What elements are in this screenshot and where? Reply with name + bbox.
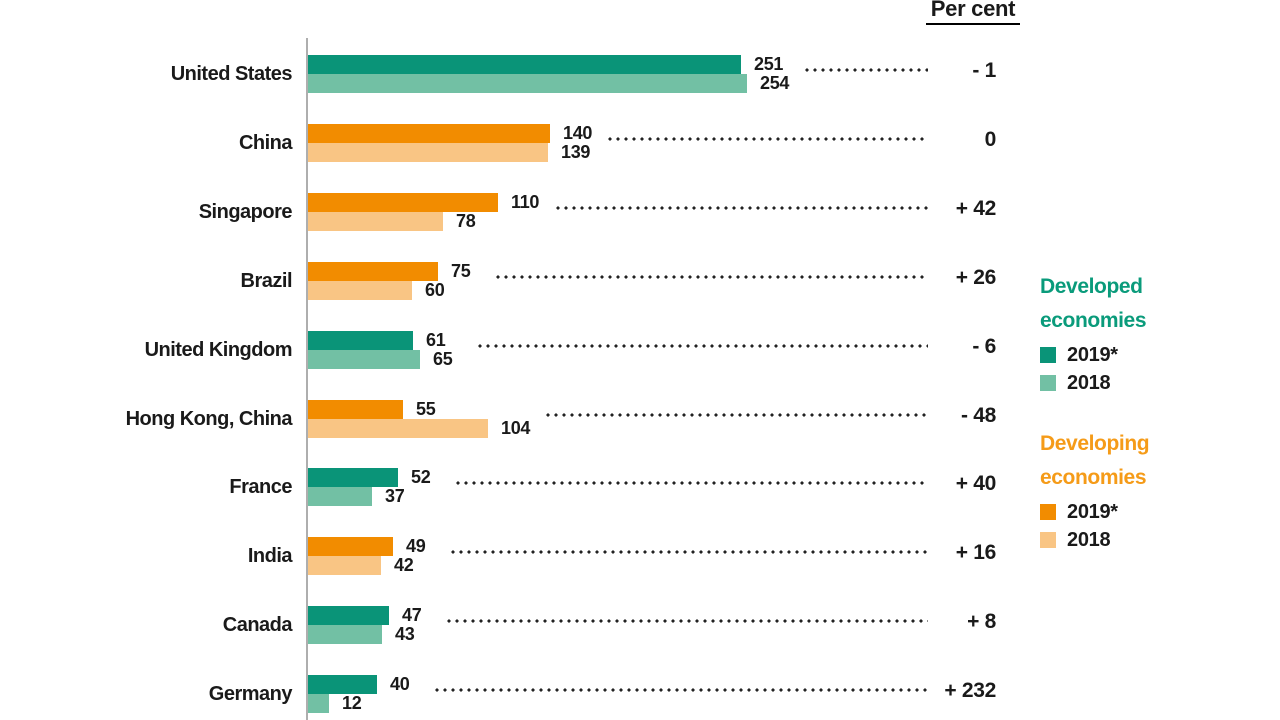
legend-item-developed-2019: 2019*: [1040, 344, 1190, 366]
legend-label-developing-2018: 2018: [1067, 528, 1111, 551]
bar-2019: [308, 331, 413, 350]
bar-2018: [308, 694, 329, 713]
value-label-2019: 75: [451, 261, 471, 281]
category-label: Singapore: [198, 201, 293, 223]
percent-change-label: + 8: [967, 610, 996, 633]
category-label: Brazil: [240, 270, 293, 292]
value-label-2019: 40: [390, 674, 410, 694]
bar-2019: [308, 400, 403, 419]
value-label-2019: 47: [402, 605, 422, 625]
legend-title-developing: Developing economies: [1040, 432, 1150, 489]
legend-item-developed-2018: 2018: [1040, 372, 1190, 394]
bar-2019: [308, 537, 393, 556]
legend-swatch-developing-2019: [1040, 504, 1056, 520]
legend-label-developed-2019: 2019*: [1067, 343, 1118, 366]
unit-header: Per cent: [926, 0, 1020, 25]
dotted-leader: [803, 68, 928, 72]
value-label-2019: 110: [511, 192, 540, 212]
value-label-2018: 65: [433, 349, 453, 369]
category-label: United States: [170, 63, 293, 85]
dotted-leader: [449, 550, 928, 554]
percent-change-label: - 1: [972, 59, 996, 82]
bar-2018: [308, 487, 372, 506]
category-label: Canada: [222, 614, 293, 636]
percent-change-label: + 16: [955, 541, 997, 564]
percent-change-label: 0: [984, 128, 997, 151]
bar-2018: [308, 419, 488, 438]
bar-2018: [308, 556, 381, 575]
bar-2019: [308, 262, 438, 281]
y-axis-line: [306, 38, 308, 720]
category-label: China: [238, 132, 293, 154]
dotted-leader: [494, 275, 928, 279]
bar-2019: [308, 55, 741, 74]
bar-2019: [308, 193, 498, 212]
dotted-leader: [554, 206, 928, 210]
value-label-2018: 43: [395, 624, 415, 644]
category-label: United Kingdom: [144, 339, 293, 361]
legend-label-developing-2019: 2019*: [1067, 500, 1118, 523]
bar-2018: [308, 212, 443, 231]
dotted-leader: [606, 137, 928, 141]
value-label-2018: 254: [760, 73, 790, 93]
bar-2018: [308, 143, 548, 162]
value-label-2019: 140: [563, 123, 593, 143]
bar-2019: [308, 606, 389, 625]
bar-2018: [308, 625, 382, 644]
value-label-2019: 55: [416, 399, 436, 419]
legend-swatch-developed-2019: [1040, 347, 1056, 363]
percent-change-label: + 26: [955, 266, 997, 289]
legend-label-developed-2018: 2018: [1067, 371, 1111, 394]
dotted-leader: [454, 481, 928, 485]
percent-change-label: - 48: [961, 404, 996, 427]
bar-2018: [308, 74, 747, 93]
bar-2019: [308, 124, 550, 143]
value-label-2018: 78: [456, 211, 476, 231]
bar-2018: [308, 350, 420, 369]
legend-title-developed: Developed economies: [1040, 275, 1147, 332]
value-label-2018: 12: [342, 693, 362, 713]
bar-2019: [308, 675, 377, 694]
category-label: France: [229, 476, 292, 498]
percent-change-label: + 232: [944, 679, 996, 702]
legend-swatch-developing-2018: [1040, 532, 1056, 548]
legend-item-developing-2019: 2019*: [1040, 501, 1190, 523]
bar-2018: [308, 281, 412, 300]
percent-change-label: + 42: [955, 197, 997, 220]
value-label-2018: 139: [561, 142, 591, 162]
value-label-2018: 104: [501, 418, 531, 438]
dotted-leader: [476, 344, 928, 348]
value-label-2019: 251: [754, 54, 784, 74]
dotted-leader: [445, 619, 928, 623]
value-label-2019: 61: [426, 330, 446, 350]
dotted-leader: [544, 413, 928, 417]
category-label: India: [247, 545, 293, 567]
category-label: Hong Kong, China: [125, 408, 293, 430]
value-label-2018: 37: [385, 486, 405, 506]
value-label-2018: 60: [425, 280, 445, 300]
percent-change-label: - 6: [972, 335, 996, 358]
dotted-leader: [433, 688, 928, 692]
legend-swatch-developed-2018: [1040, 375, 1056, 391]
value-label-2019: 49: [406, 536, 426, 556]
percent-change-label: + 40: [955, 472, 997, 495]
legend-item-developing-2018: 2018: [1040, 529, 1190, 551]
legend: Developed economies 2019* 2018 Developin…: [1040, 270, 1190, 551]
value-label-2018: 42: [394, 555, 414, 575]
value-label-2019: 52: [411, 467, 431, 487]
bar-2019: [308, 468, 398, 487]
category-label: Germany: [208, 683, 293, 705]
